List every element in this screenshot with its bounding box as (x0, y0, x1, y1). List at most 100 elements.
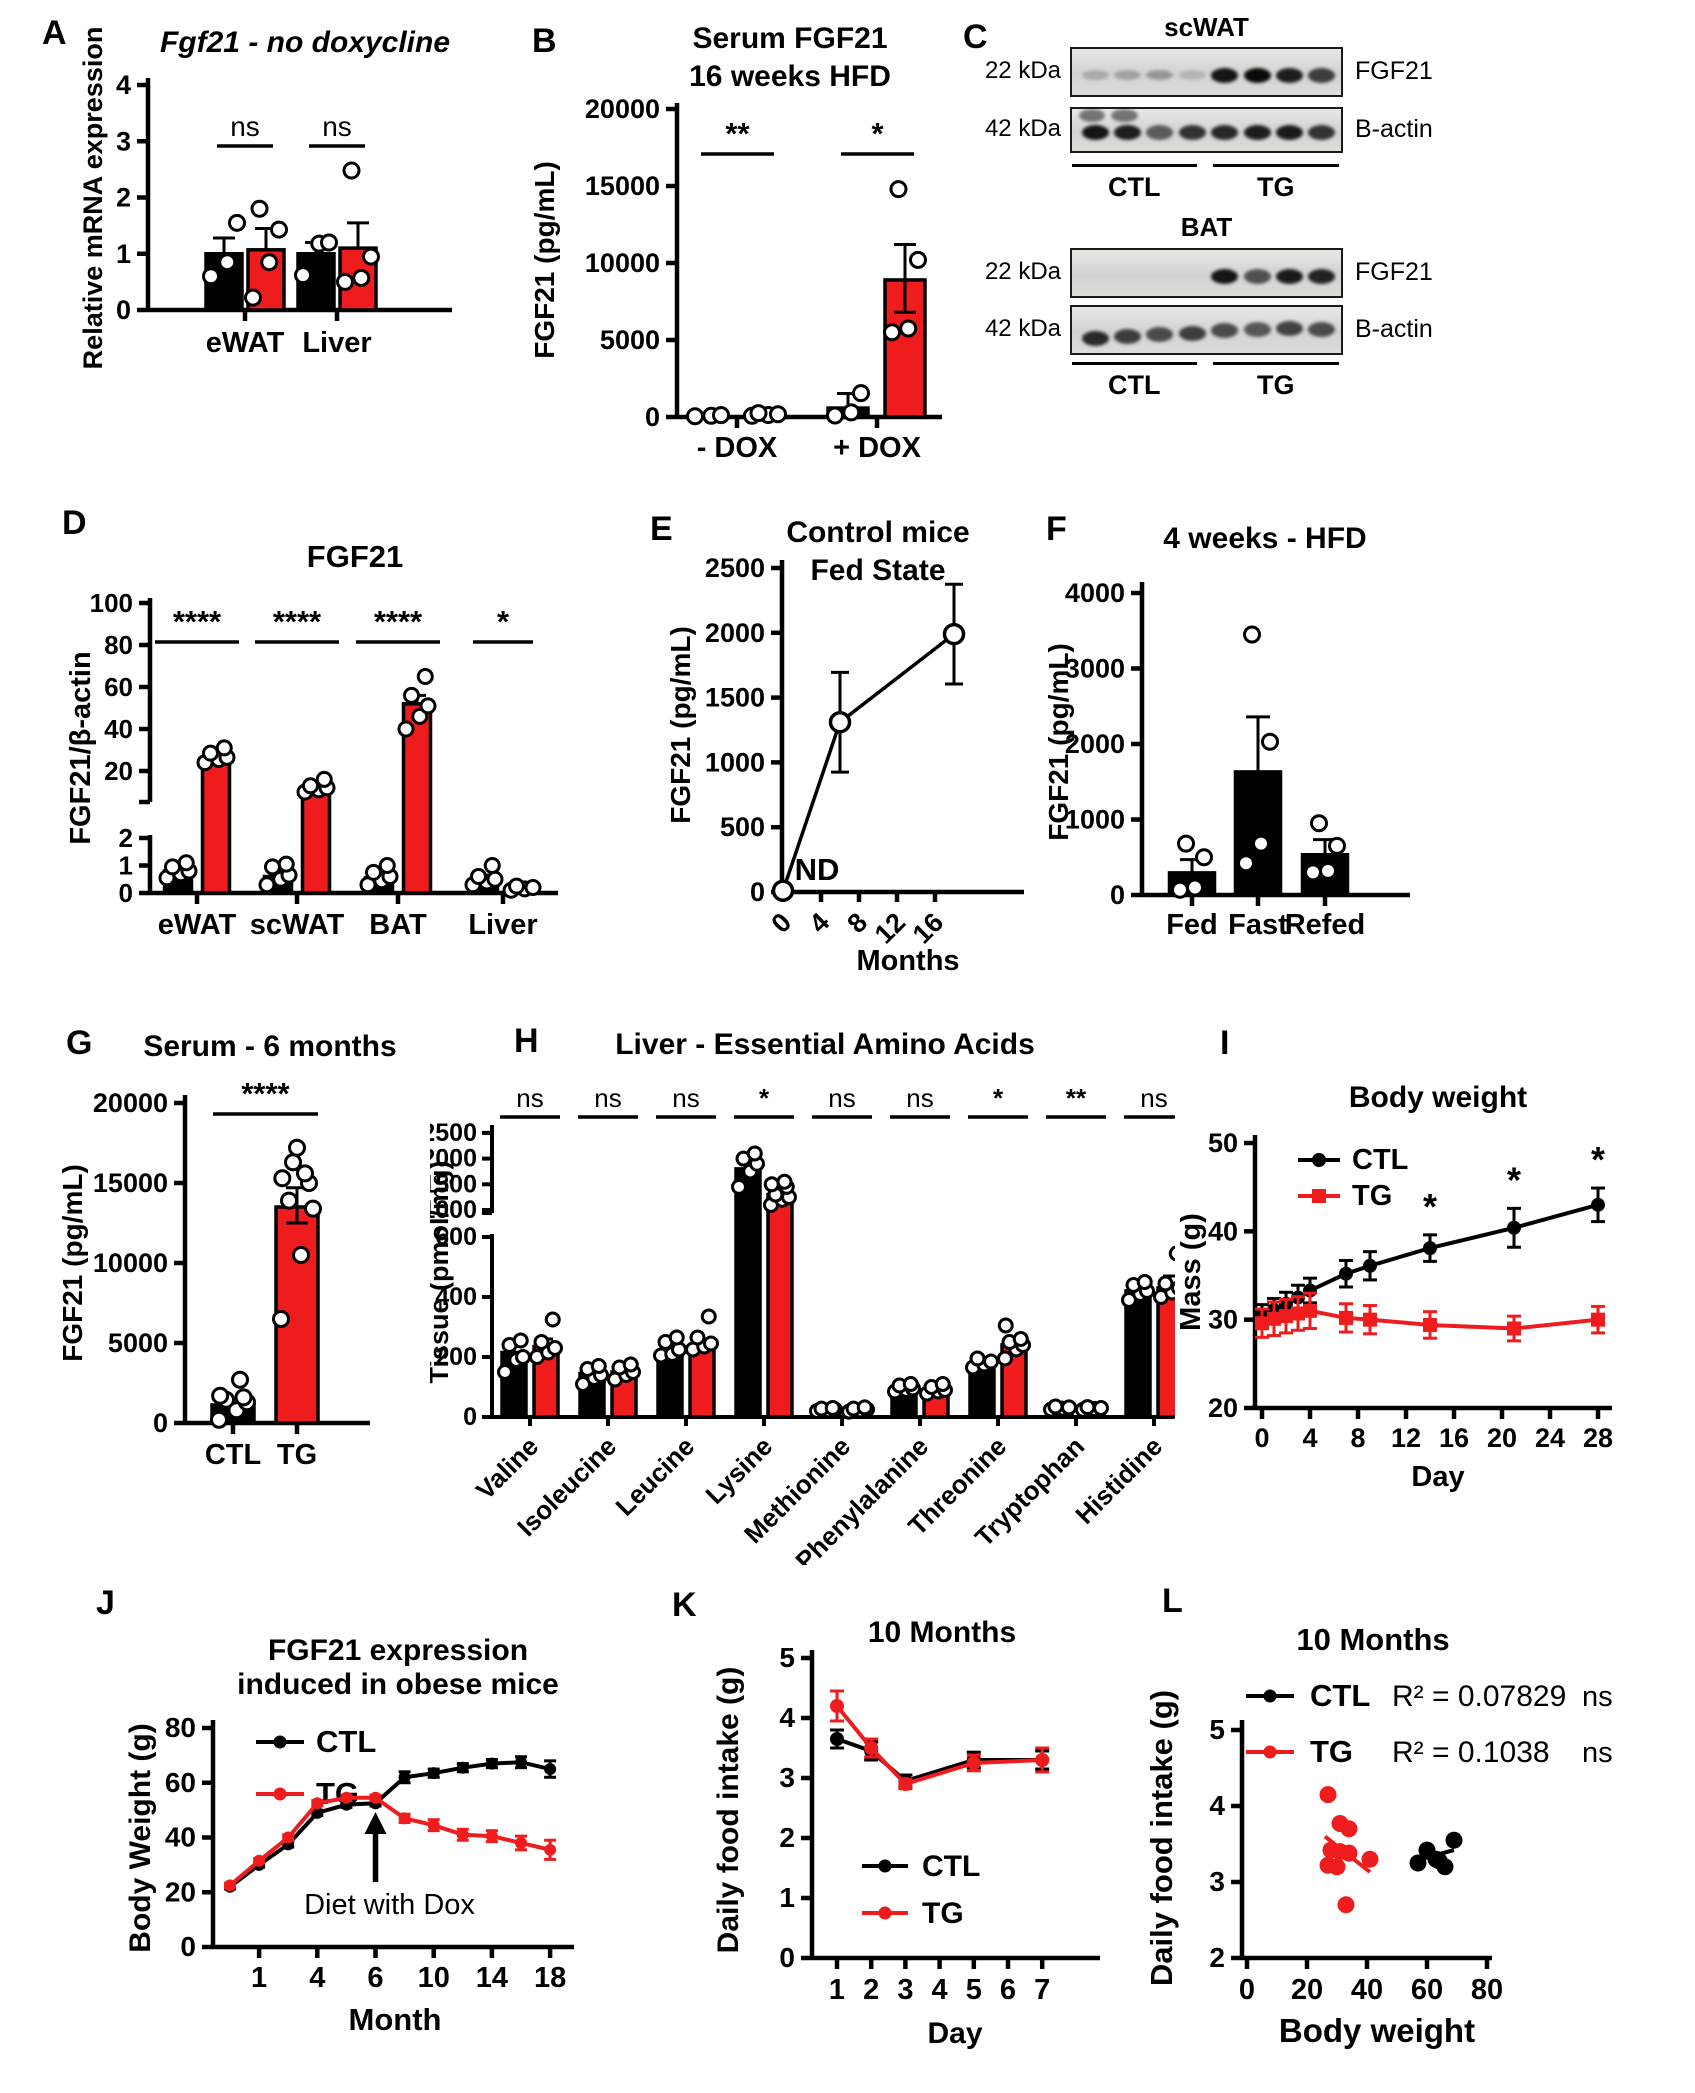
svg-text:4: 4 (1209, 1790, 1225, 1821)
blot-image (1070, 47, 1343, 97)
panel-g-letter: G (66, 1024, 93, 1062)
svg-text:8: 8 (1350, 1423, 1365, 1453)
panel-k-letter: K (672, 1586, 697, 1624)
svg-text:80: 80 (104, 630, 133, 660)
svg-text:2: 2 (863, 1974, 879, 2006)
svg-text:****: **** (374, 604, 423, 639)
protein-band (1243, 268, 1271, 284)
svg-text:CTL: CTL (1310, 1678, 1370, 1713)
svg-text:CTL: CTL (922, 1850, 980, 1883)
svg-text:500: 500 (720, 812, 765, 842)
protein-band (1114, 328, 1142, 344)
svg-text:10000: 10000 (585, 248, 660, 278)
svg-text:20: 20 (1208, 1393, 1238, 1423)
svg-text:24: 24 (1535, 1423, 1565, 1453)
panel-j-letter: J (96, 1584, 115, 1622)
panel-b-chart: Serum FGF21 16 weeks HFD 0 5000 10000 15000 20… (529, 22, 942, 464)
blot-smear (1079, 109, 1106, 122)
protein-band (1275, 125, 1303, 141)
svg-text:*: * (497, 604, 510, 639)
svg-text:Fast: Fast (1228, 909, 1288, 941)
protein-label: B-actin (1355, 115, 1433, 143)
protein-band (1211, 322, 1239, 338)
chart-layer: 4 weeks - HFD 0 1000 2000 3000 4000 FGF21 (pg/… (1043, 522, 1410, 941)
western-blots: scWAT 22 kDa FGF21 42 kDa B-actin CTL TG BAT 22 … (955, 8, 1695, 408)
group-underline (1072, 164, 1197, 167)
protein-band (1308, 67, 1336, 83)
svg-text:Fed State: Fed State (810, 554, 945, 587)
svg-text:10000: 10000 (93, 1248, 168, 1278)
svg-text:ns: ns (1582, 1737, 1613, 1769)
protein-band (1081, 70, 1109, 80)
svg-text:TG: TG (1352, 1180, 1392, 1212)
svg-text:ns: ns (594, 1083, 621, 1113)
svg-text:CTL: CTL (205, 1439, 261, 1471)
svg-text:600: 600 (435, 1223, 477, 1251)
svg-text:12: 12 (1391, 1423, 1421, 1453)
group-label: CTL (1108, 172, 1161, 202)
svg-text:Diet with Dox: Diet with Dox (304, 1889, 475, 1921)
svg-text:Body Weight (g): Body Weight (g) (124, 1723, 157, 1952)
svg-text:16: 16 (1439, 1423, 1469, 1453)
svg-text:3: 3 (779, 1762, 795, 1793)
panel-e-letter: E (650, 510, 673, 548)
panel-e: E Control mice Fed State 0 500 1000 1500 2000 2… (610, 490, 1030, 1000)
svg-text:4: 4 (932, 1974, 948, 2006)
protein-label: FGF21 (1355, 57, 1433, 85)
svg-text:15000: 15000 (93, 1168, 168, 1198)
svg-text:ns: ns (230, 111, 260, 142)
svg-text:**: ** (725, 116, 750, 151)
protein-band (1146, 70, 1174, 80)
svg-text:60: 60 (1411, 1974, 1443, 2006)
svg-text:Leucine: Leucine (610, 1431, 701, 1522)
protein-band (1146, 326, 1174, 342)
svg-text:8: 8 (841, 907, 873, 939)
protein-band (1275, 268, 1303, 284)
panel-l-chart: 10 Months 2 3 4 5 0 20 40 60 80 Body weight Daily f… (1144, 1622, 1613, 2049)
svg-text:12: 12 (869, 907, 911, 949)
svg-text:R² = 0.1038: R² = 0.1038 (1392, 1736, 1550, 1769)
svg-text:28: 28 (1583, 1423, 1613, 1453)
group-underline (1072, 362, 1197, 365)
svg-text:4 weeks - HFD: 4 weeks - HFD (1163, 522, 1366, 555)
panel-a: A Fgf21 - no doxycline 0 1 2 3 4 Relative mRNA… (30, 8, 460, 468)
svg-text:*: * (1423, 1186, 1437, 1227)
svg-text:*: * (871, 116, 884, 151)
protein-band (1275, 320, 1303, 336)
panel-l-letter: L (1162, 1582, 1183, 1620)
protein-band (1211, 125, 1239, 141)
svg-text:4: 4 (779, 1702, 795, 1733)
svg-text:0: 0 (180, 1931, 196, 1962)
svg-text:2: 2 (1209, 1942, 1225, 1973)
svg-text:Day: Day (927, 2017, 982, 2050)
svg-text:30: 30 (1208, 1305, 1238, 1335)
protein-band (1178, 70, 1206, 80)
chart-layer: 10 Months 2 3 4 5 0 20 40 60 80 Body weight Daily f… (1144, 1622, 1613, 2049)
protein-band (1211, 67, 1239, 83)
chart-layer: Body weight 20 30 40 50 0 4 8 12 16 20 24 28 Day Mass … (1180, 1081, 1613, 1493)
svg-text:1000: 1000 (430, 1196, 477, 1224)
panel-c: C scWAT 22 kDa FGF21 42 kDa B-actin CTL TG BAT 2… (955, 8, 1695, 408)
svg-text:5: 5 (966, 1974, 982, 2006)
panel-j: J FGF21 expression induced in obese mice 0… (60, 1570, 580, 2093)
blot-tissue-title: scWAT (1164, 12, 1249, 42)
svg-text:0: 0 (116, 295, 131, 325)
protein-band (1308, 321, 1336, 337)
panel-e-chart: Control mice Fed State 0 500 1000 1500 2000 250… (665, 516, 1024, 977)
svg-text:scWAT: scWAT (250, 909, 345, 941)
svg-text:TG: TG (277, 1439, 317, 1471)
svg-text:Histidine: Histidine (1069, 1431, 1168, 1530)
svg-text:20: 20 (1487, 1423, 1517, 1453)
svg-text:4: 4 (803, 907, 835, 939)
svg-text:14: 14 (476, 1962, 508, 1994)
group-underline (1212, 164, 1339, 167)
protein-band (1211, 268, 1239, 284)
panel-i-chart: Body weight 20 30 40 50 0 4 8 12 16 20 24 28 Day Mass … (1180, 1081, 1613, 1493)
svg-text:18: 18 (534, 1962, 566, 1994)
protein-band (1114, 125, 1142, 141)
svg-text:ns: ns (1140, 1083, 1167, 1113)
svg-text:Body weight: Body weight (1349, 1081, 1527, 1114)
